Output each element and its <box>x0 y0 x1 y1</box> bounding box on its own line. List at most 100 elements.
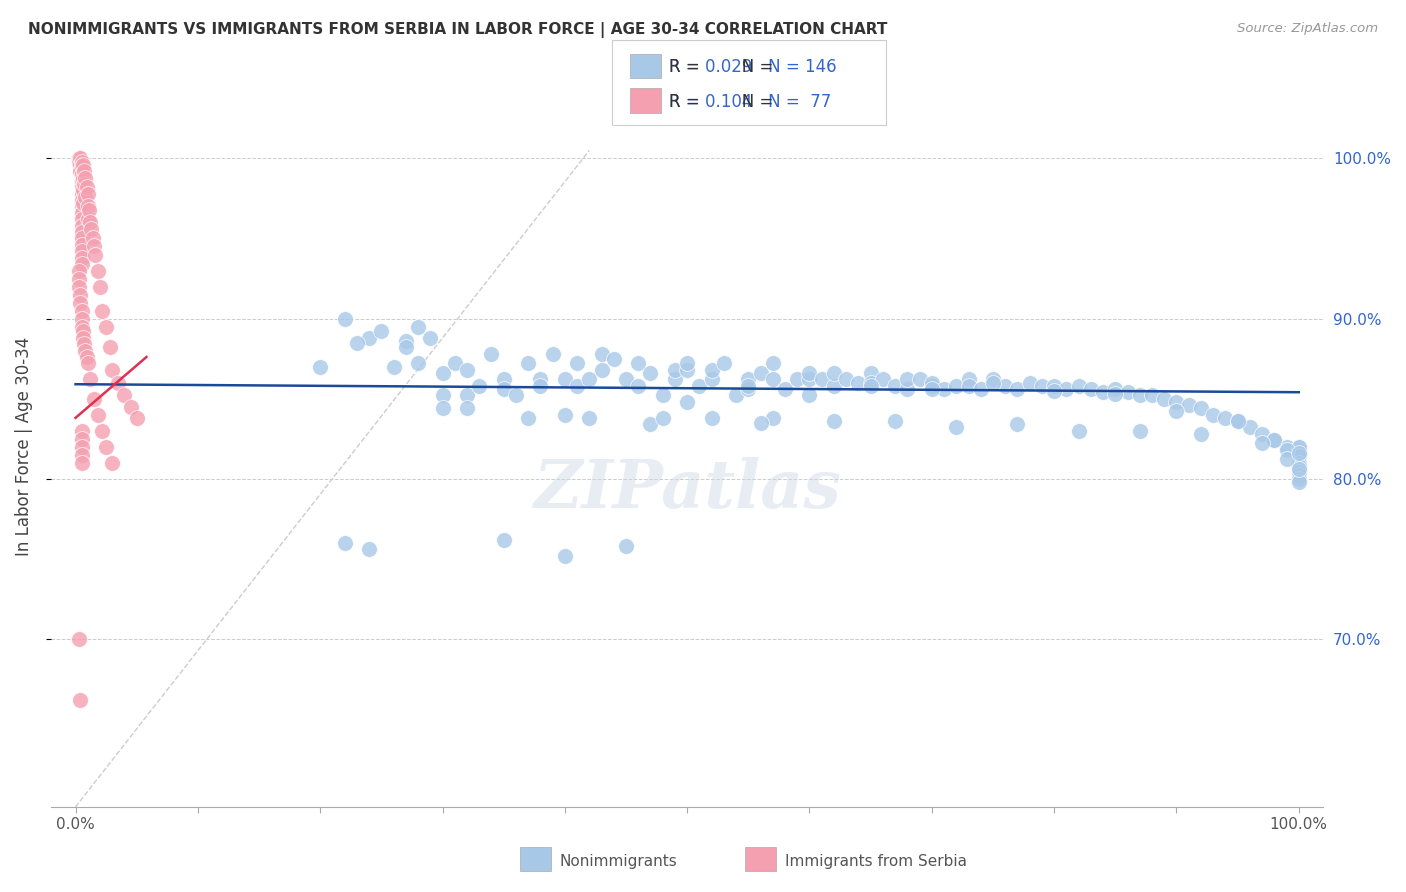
Point <box>1007 417 1029 432</box>
Point <box>72 170 94 185</box>
Point <box>981 372 1004 386</box>
Point <box>84 247 107 261</box>
Point <box>1067 379 1090 393</box>
Point <box>1043 379 1066 393</box>
Point <box>382 359 405 374</box>
Y-axis label: In Labor Force | Age 30-34: In Labor Force | Age 30-34 <box>15 337 32 557</box>
Point <box>1288 475 1310 489</box>
Point <box>554 372 576 386</box>
Point <box>67 152 90 166</box>
Point <box>333 311 356 326</box>
Point <box>896 382 918 396</box>
Point <box>1288 458 1310 473</box>
Point <box>83 392 105 406</box>
Point <box>359 542 381 557</box>
Point <box>72 158 94 172</box>
Point <box>810 372 832 386</box>
Point <box>70 251 93 265</box>
Point <box>848 376 870 390</box>
Point <box>1275 440 1298 454</box>
Point <box>1054 382 1077 396</box>
Point <box>1251 436 1274 450</box>
Point <box>713 356 735 370</box>
Point <box>492 533 515 547</box>
Point <box>70 456 93 470</box>
Point <box>1067 424 1090 438</box>
Point <box>94 440 117 454</box>
Point <box>762 372 785 386</box>
Point <box>419 331 441 345</box>
Point <box>1116 385 1139 400</box>
Point <box>1129 388 1152 402</box>
Point <box>70 180 93 194</box>
Point <box>395 334 418 348</box>
Point <box>67 154 90 169</box>
Point <box>737 379 759 393</box>
Point <box>456 363 478 377</box>
Point <box>799 388 821 402</box>
Point <box>921 376 943 390</box>
Point <box>872 372 894 386</box>
Point <box>908 372 931 386</box>
Point <box>676 356 699 370</box>
Point <box>67 263 90 277</box>
Point <box>1007 382 1029 396</box>
Text: Nonimmigrants: Nonimmigrants <box>560 855 678 869</box>
Point <box>603 351 626 366</box>
Point <box>591 363 613 377</box>
Point <box>70 448 93 462</box>
Point <box>1189 401 1212 416</box>
Point <box>517 356 540 370</box>
Point <box>921 379 943 393</box>
Point <box>432 401 454 416</box>
Point <box>101 363 124 377</box>
Point <box>957 372 980 386</box>
Point <box>725 388 748 402</box>
Point <box>749 366 772 380</box>
Point <box>70 174 93 188</box>
Point <box>70 238 93 252</box>
Point <box>70 257 93 271</box>
Point <box>89 279 111 293</box>
Point <box>70 311 93 326</box>
Point <box>79 215 101 229</box>
Point <box>86 408 108 422</box>
Text: R =        N =: R = N = <box>669 93 779 111</box>
Point <box>82 231 104 245</box>
Point <box>406 356 429 370</box>
Point <box>70 168 93 182</box>
Point <box>1129 424 1152 438</box>
Point <box>346 335 368 350</box>
Point <box>749 416 772 430</box>
Point <box>529 372 551 386</box>
Point <box>69 164 91 178</box>
Point <box>67 271 90 285</box>
Point <box>76 350 98 364</box>
Point <box>67 279 90 293</box>
Point <box>70 212 93 227</box>
Point <box>554 549 576 563</box>
Point <box>70 186 93 201</box>
Point <box>1189 426 1212 441</box>
Point <box>1080 382 1102 396</box>
Point <box>72 196 94 211</box>
Point <box>72 331 94 345</box>
Point <box>1031 379 1053 393</box>
Point <box>1092 385 1115 400</box>
Point <box>359 331 381 345</box>
Point <box>94 319 117 334</box>
Point <box>614 539 637 553</box>
Point <box>73 337 96 351</box>
Point <box>101 456 124 470</box>
Point <box>70 440 93 454</box>
Point <box>70 206 93 220</box>
Point <box>1166 394 1188 409</box>
Point <box>981 376 1004 390</box>
Point <box>614 372 637 386</box>
Text: ZIPatlas: ZIPatlas <box>533 458 841 523</box>
Point <box>70 199 93 213</box>
Point <box>1263 434 1285 448</box>
Point <box>970 382 993 396</box>
Point <box>481 347 503 361</box>
Point <box>517 410 540 425</box>
